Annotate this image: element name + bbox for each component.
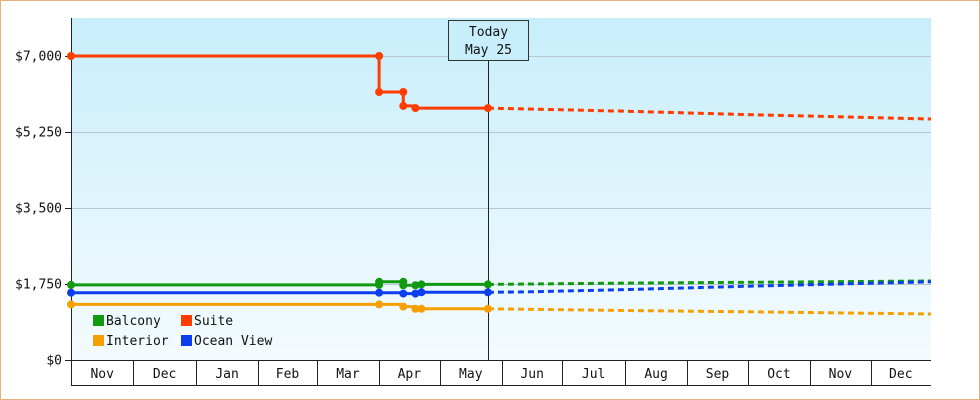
data-point-ocean-view	[375, 288, 384, 297]
today-label: Today	[469, 25, 508, 40]
data-point-balcony	[375, 277, 384, 286]
data-point-interior	[67, 300, 75, 309]
legend-label-suite: Suite	[194, 314, 233, 329]
y-tick-label: $0	[46, 354, 62, 369]
series-balcony	[67, 277, 932, 290]
y-axis: $0 $1,750 $3,500 $5,250 $7,000	[15, 18, 72, 385]
today-date-label: May 25	[465, 43, 512, 58]
month-label: Apr	[398, 367, 422, 382]
month-label: Jun	[520, 367, 543, 382]
legend-label-balcony: Balcony	[106, 314, 161, 329]
legend-swatch-suite	[181, 315, 192, 326]
month-label: Sep	[706, 367, 730, 382]
data-point-ocean-view	[483, 288, 492, 297]
data-point-balcony	[67, 280, 75, 289]
data-point-balcony	[483, 280, 492, 289]
month-label: Nov	[90, 367, 114, 382]
data-point-interior	[483, 304, 492, 313]
data-point-suite	[67, 52, 75, 60]
month-label: Jul	[582, 367, 605, 382]
data-point-suite	[375, 52, 384, 60]
data-point-interior	[375, 300, 384, 309]
month-label: Aug	[644, 367, 667, 382]
series-suite	[67, 52, 932, 121]
month-label: May	[459, 367, 483, 382]
month-label: Feb	[276, 367, 300, 382]
y-tick-label: $3,500	[15, 202, 62, 217]
series-forecast-interior	[487, 307, 932, 316]
data-point-ocean-view	[417, 288, 426, 297]
month-label: Dec	[889, 367, 912, 382]
data-point-balcony	[399, 281, 408, 290]
month-label: Nov	[829, 367, 853, 382]
month-label: Jan	[215, 367, 238, 382]
data-point-suite	[375, 88, 384, 96]
month-label: Dec	[153, 367, 176, 382]
data-point-suite	[399, 101, 408, 110]
data-point-balcony	[411, 281, 420, 290]
series-lines	[67, 52, 932, 316]
y-tick-label: $5,250	[15, 126, 62, 141]
data-point-interior	[411, 304, 420, 313]
data-point-ocean-view	[399, 289, 408, 298]
data-point-interior	[399, 302, 408, 311]
x-axis: Nov Dec Jan Feb Mar Apr May Jun Jul Aug Sep Oct Nov D…	[71, 360, 931, 386]
data-point-suite	[483, 104, 492, 113]
series-forecast-suite	[487, 106, 932, 121]
data-point-interior	[417, 304, 426, 313]
data-point-suite	[411, 104, 420, 113]
month-label: Mar	[336, 367, 360, 382]
series-forecast-ocean-view	[487, 280, 932, 294]
legend-swatch-balcony	[93, 315, 104, 326]
legend-swatch-ocean-view	[181, 335, 192, 346]
series-forecast-balcony	[487, 279, 932, 286]
y-tick-label: $7,000	[15, 50, 62, 65]
today-callout-box	[448, 20, 529, 61]
legend-swatch-interior	[93, 335, 104, 346]
data-point-balcony	[417, 280, 426, 289]
series-interior	[67, 300, 932, 316]
series-ocean-view	[67, 280, 932, 298]
y-tick-label: $1,750	[15, 278, 62, 293]
legend: Balcony Suite Interior Ocean View	[93, 314, 272, 349]
legend-label-interior: Interior	[106, 334, 169, 349]
data-point-ocean-view	[67, 288, 75, 297]
legend-label-ocean-view: Ocean View	[194, 334, 272, 349]
month-label: Oct	[767, 367, 790, 382]
data-point-suite	[399, 88, 408, 96]
data-point-ocean-view	[411, 289, 420, 298]
